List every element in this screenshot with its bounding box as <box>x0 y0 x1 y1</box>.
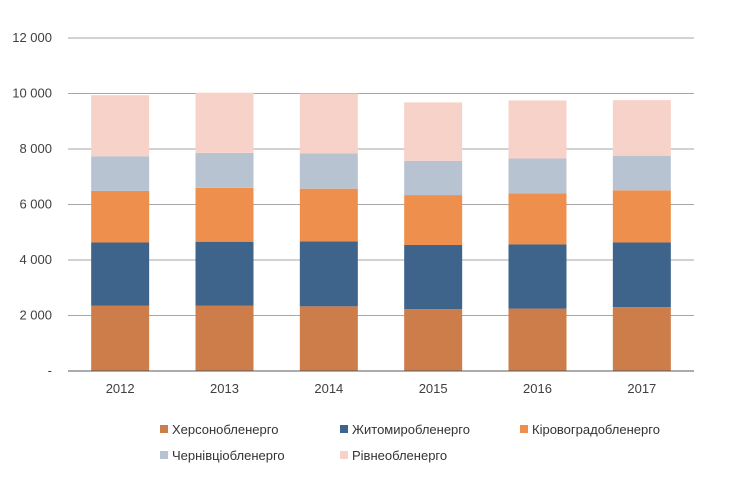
y-tick-label: - <box>48 363 52 378</box>
bar-segment <box>612 190 671 243</box>
y-tick-label: 6 000 <box>19 197 52 212</box>
x-tick-label: 2015 <box>419 381 448 396</box>
bars <box>91 92 671 371</box>
bar-segment <box>91 190 150 243</box>
bar-segment <box>299 188 358 242</box>
bar-segment <box>508 100 567 159</box>
bar-segment <box>508 308 567 371</box>
bar-segment <box>612 155 671 191</box>
y-tick-label: 12 000 <box>12 30 52 45</box>
legend-item: Кіровоградобленерго <box>520 420 700 438</box>
bar-segment <box>612 307 671 371</box>
x-axis-ticks: 2012 2013 2014 2015 2016 2017 <box>106 381 657 396</box>
x-tick-label: 2016 <box>523 381 552 396</box>
bar-segment <box>612 242 671 308</box>
bar-segment <box>195 241 254 306</box>
bar-segment <box>91 156 150 191</box>
bar-segment <box>508 193 567 245</box>
y-tick-label: 10 000 <box>12 86 52 101</box>
bar-segment <box>195 152 254 188</box>
x-tick-label: 2014 <box>314 381 343 396</box>
legend-label: Кіровоградобленерго <box>532 421 660 437</box>
x-tick-label: 2012 <box>106 381 135 396</box>
x-tick-label: 2017 <box>627 381 656 396</box>
legend-swatch <box>520 425 528 433</box>
legend-label: Житомиробленерго <box>352 421 470 437</box>
bar-segment <box>195 187 254 242</box>
legend-swatch <box>340 451 348 459</box>
legend-item: Житомиробленерго <box>340 420 520 438</box>
bar-segment <box>299 241 358 307</box>
legend-label: Рівнеобленерго <box>352 447 448 463</box>
bar-segment <box>299 306 358 371</box>
bar-segment <box>299 93 358 154</box>
legend-label: Чернівціобленерго <box>172 447 285 463</box>
legend-item: Рівнеобленерго <box>340 446 520 464</box>
y-axis-ticks: - 2 000 4 000 6 000 8 000 10 000 12 000 <box>12 30 52 378</box>
bar-segment <box>404 160 463 196</box>
y-tick-label: 2 000 <box>19 308 52 323</box>
bar-segment <box>404 245 463 310</box>
bar-segment <box>404 309 463 371</box>
bar-segment <box>91 305 150 371</box>
bar-segment <box>404 102 463 161</box>
bar-segment <box>195 305 254 371</box>
legend: Херсонобленерго Житомиробленерго Кіровогра… <box>160 420 700 464</box>
legend-swatch <box>340 425 348 433</box>
bar-segment <box>508 244 567 309</box>
bar-segment <box>91 242 150 306</box>
bar-segment <box>91 95 150 157</box>
x-tick-label: 2013 <box>210 381 239 396</box>
bar-segment <box>508 158 567 194</box>
bar-segment <box>195 92 254 153</box>
gridlines <box>68 37 694 316</box>
bar-segment <box>404 195 463 246</box>
bar-segment <box>612 100 671 156</box>
legend-item: Чернівціобленерго <box>160 446 340 464</box>
legend-swatch <box>160 425 168 433</box>
legend-swatch <box>160 451 168 459</box>
y-tick-label: 8 000 <box>19 141 52 156</box>
legend-label: Херсонобленерго <box>172 421 279 437</box>
bar-segment <box>299 153 358 189</box>
y-tick-label: 4 000 <box>19 252 52 267</box>
legend-item: Херсонобленерго <box>160 420 340 438</box>
